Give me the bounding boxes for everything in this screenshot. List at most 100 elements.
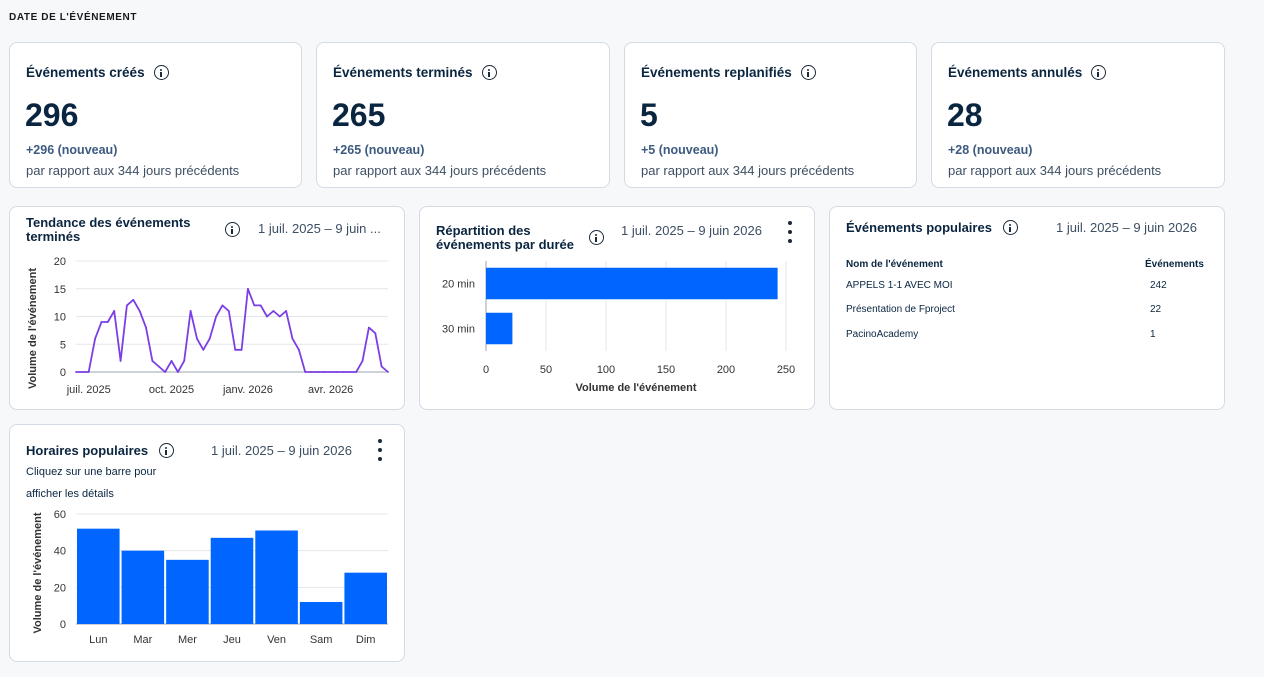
y-tick-label: 0 bbox=[60, 367, 66, 379]
date-range[interactable]: 1 juil. 2025 – 9 juin 2026 bbox=[621, 223, 762, 238]
event-name[interactable]: Présentation de Fproject bbox=[846, 304, 955, 315]
data-point bbox=[119, 360, 122, 362]
info-icon[interactable] bbox=[800, 65, 816, 80]
hours-bar-chart: 0 20 40 60 Volume de l'événement Lun Mar Mer Jeu… bbox=[32, 509, 388, 646]
data-point bbox=[227, 310, 230, 312]
x-tick-label: 0 bbox=[483, 364, 489, 376]
data-point bbox=[176, 371, 179, 373]
kpi-card-rescheduled: Événements replanifiés 5 +5 (nouveau) pa… bbox=[624, 42, 917, 188]
duration-bar-chart: 0 50 100 150 200 250 20 min 30 min Volume de l'é… bbox=[442, 261, 795, 394]
bar[interactable] bbox=[255, 530, 298, 625]
x-tick-label: 250 bbox=[777, 364, 795, 376]
info-icon[interactable] bbox=[481, 65, 497, 80]
x-tick-label: 50 bbox=[540, 364, 552, 376]
duration-card: Répartition des événements par durée 1 j… bbox=[419, 206, 815, 410]
data-point bbox=[164, 371, 167, 373]
bar[interactable] bbox=[166, 559, 209, 624]
data-point bbox=[285, 310, 288, 312]
y-axis-label: Volume de l'événement bbox=[32, 512, 44, 633]
x-tick-label: Mar bbox=[133, 634, 152, 646]
event-name[interactable]: PacinoAcademy bbox=[846, 329, 919, 340]
kpi-delta: +28 (nouveau) bbox=[948, 143, 1033, 157]
data-point bbox=[151, 360, 154, 362]
data-point bbox=[323, 371, 326, 373]
data-point bbox=[183, 360, 186, 362]
data-point bbox=[336, 371, 338, 373]
bar bbox=[486, 267, 778, 300]
data-point bbox=[215, 315, 217, 318]
data-point bbox=[81, 371, 84, 373]
data-point bbox=[170, 360, 173, 362]
trend-line-chart: 0 5 10 15 20 Volume de l'événement juil. 2025 o… bbox=[27, 256, 389, 396]
x-tick-label: Mer bbox=[178, 634, 197, 646]
kpi-value: 296 bbox=[25, 97, 79, 133]
bar bbox=[486, 312, 513, 345]
kpi-compare: par rapport aux 344 jours précédents bbox=[948, 163, 1162, 178]
x-tick-label: janv. 2026 bbox=[222, 384, 273, 396]
data-point bbox=[387, 371, 389, 373]
date-range[interactable]: 1 juil. 2025 – 9 juin 2026 bbox=[211, 443, 352, 458]
data-point bbox=[247, 287, 249, 290]
bar[interactable] bbox=[77, 528, 120, 624]
kpi-delta: +5 (nouveau) bbox=[641, 143, 719, 157]
data-point bbox=[145, 326, 147, 329]
data-point bbox=[253, 304, 256, 307]
kpi-title-wrap: Événements terminés bbox=[333, 65, 497, 80]
date-range[interactable]: 1 juil. 2025 – 9 juin 2026 bbox=[1056, 220, 1197, 235]
info-icon[interactable] bbox=[1003, 220, 1018, 235]
event-count: 242 bbox=[1150, 280, 1167, 291]
more-options-icon[interactable] bbox=[377, 439, 383, 461]
kpi-title: Événements terminés bbox=[333, 65, 473, 80]
card-title: Horaires populaires bbox=[26, 443, 149, 458]
x-tick-label: Ven bbox=[267, 634, 286, 646]
date-range[interactable]: 1 juil. 2025 – 9 juin ... bbox=[258, 221, 381, 236]
y-tick-label: 20 bbox=[54, 582, 66, 594]
bar[interactable] bbox=[210, 537, 254, 624]
x-tick-label: Jeu bbox=[223, 634, 241, 646]
x-tick-label: juil. 2025 bbox=[66, 384, 111, 396]
info-icon[interactable] bbox=[1091, 65, 1107, 80]
event-name[interactable]: APPELS 1-1 AVEC MOI bbox=[846, 280, 953, 291]
data-point bbox=[278, 315, 281, 318]
data-point bbox=[361, 360, 364, 362]
y-tick-label: 60 bbox=[54, 509, 66, 521]
kpi-value: 265 bbox=[332, 97, 386, 133]
bar[interactable] bbox=[121, 550, 165, 624]
x-tick-label: avr. 2026 bbox=[308, 384, 353, 396]
column-header-count[interactable]: Événements bbox=[1145, 259, 1204, 270]
info-icon[interactable] bbox=[589, 230, 604, 245]
kpi-title: Événements créés bbox=[26, 65, 145, 80]
data-point bbox=[87, 371, 90, 373]
y-tick-label: 10 bbox=[54, 312, 66, 324]
kpi-compare: par rapport aux 344 jours précédents bbox=[26, 163, 240, 178]
data-point bbox=[272, 310, 275, 312]
data-point bbox=[221, 304, 224, 307]
kpi-delta: +296 (nouveau) bbox=[26, 143, 118, 157]
data-point bbox=[75, 371, 77, 373]
card-title: Tendance des événements terminés bbox=[26, 215, 191, 244]
data-point bbox=[355, 371, 358, 373]
info-icon[interactable] bbox=[225, 222, 240, 237]
data-point bbox=[202, 348, 205, 351]
data-point bbox=[374, 332, 377, 335]
info-icon[interactable] bbox=[153, 65, 169, 80]
event-count: 1 bbox=[1150, 329, 1156, 340]
kpi-compare: par rapport aux 344 jours précédents bbox=[641, 163, 855, 178]
column-header-name[interactable]: Nom de l'événement bbox=[846, 259, 943, 270]
data-point bbox=[94, 337, 97, 340]
x-tick-label: Lun bbox=[89, 634, 107, 646]
kpi-card-created: Événements créés 296 +296 (nouveau) par … bbox=[9, 42, 302, 188]
x-tick-label: 200 bbox=[717, 364, 735, 376]
more-options-icon[interactable] bbox=[787, 221, 793, 243]
info-icon[interactable] bbox=[159, 443, 174, 458]
x-tick-label: oct. 2025 bbox=[149, 384, 194, 396]
kpi-title-wrap: Événements replanifiés bbox=[641, 65, 816, 80]
kpi-title: Événements annulés bbox=[948, 65, 1083, 80]
y-tick-label: 0 bbox=[60, 619, 66, 631]
trend-card: Tendance des événements terminés 1 juil.… bbox=[9, 206, 405, 410]
bar[interactable] bbox=[344, 572, 387, 624]
data-point bbox=[348, 371, 351, 373]
data-point bbox=[317, 371, 319, 373]
bar[interactable] bbox=[299, 602, 343, 624]
data-point bbox=[240, 348, 243, 351]
